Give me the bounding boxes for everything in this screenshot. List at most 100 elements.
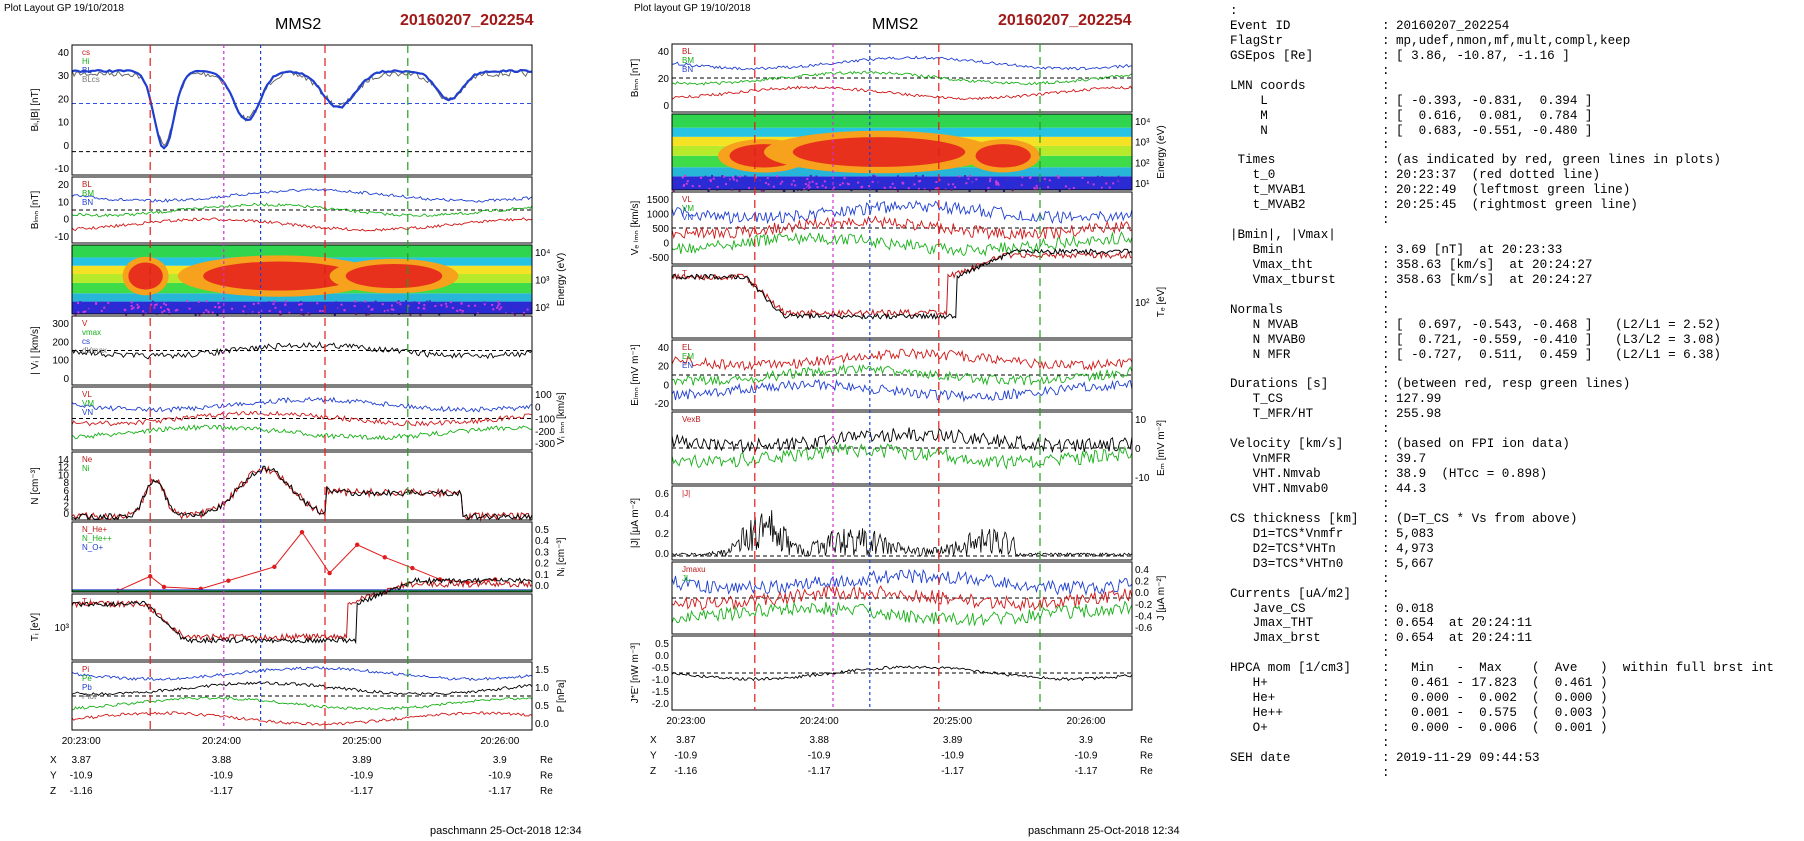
tick-label: 0.5 <box>535 525 549 536</box>
spectrogram-speck <box>86 308 89 311</box>
info-key: VHT.Nmvab <box>1230 467 1321 482</box>
spectrogram-speck <box>520 312 523 315</box>
panel-ylabel: Bₗₘₙ [nT] <box>30 191 41 230</box>
spectrogram-speck <box>153 308 156 311</box>
spectrogram-speck <box>846 177 849 180</box>
spectrogram-speck <box>943 180 946 183</box>
spectrogram-speck <box>240 307 243 310</box>
spectrogram-speck <box>955 178 958 181</box>
tick-label: -0.5 <box>652 663 670 674</box>
spectrogram-speck <box>811 177 814 180</box>
info-value: (between red, resp green lines) <box>1396 377 1631 392</box>
spectrogram-speck <box>451 306 454 309</box>
info-sep: : <box>1382 63 1390 78</box>
legend-entry: Pb <box>82 683 92 692</box>
series-line <box>71 711 533 726</box>
spectrogram-speck <box>313 308 316 311</box>
spectrogram-speck <box>288 311 291 314</box>
info-value: [ 0.721, -0.559, -0.410 ] (L3/L2 = 3.08) <box>1396 332 1721 347</box>
spectrogram-speck <box>226 302 229 305</box>
info-value: 0.654 at 20:24:11 <box>1396 616 1533 631</box>
spectrogram-speck <box>1109 180 1112 183</box>
spectrogram-speck <box>405 300 408 303</box>
info-row: M: [ 0.616, 0.081, 0.784 ] <box>1230 109 1774 124</box>
ephem-label: X <box>50 755 57 766</box>
spectrogram-speck <box>721 175 724 178</box>
spectrogram-speck <box>1101 176 1104 179</box>
spectrogram-speck <box>1029 176 1032 179</box>
info-row: Event ID:20160207_202254 <box>1230 19 1774 34</box>
info-value: [ -0.727, 0.511, 0.459 ] (L2/L1 = 6.38) <box>1396 347 1721 362</box>
tick-label: 1.0 <box>535 683 549 694</box>
spectrogram-speck <box>399 303 402 306</box>
info-row: Jave_CS:0.018 <box>1230 602 1774 617</box>
tick-label: 0.0 <box>655 651 669 662</box>
legend-entry: Pi <box>82 665 89 674</box>
spectrogram-speck <box>448 309 451 312</box>
info-value: 44.3 <box>1396 482 1427 496</box>
spectrogram-speck <box>374 300 377 303</box>
ephem-value: 3.88 <box>809 735 829 746</box>
spectrogram-speck <box>1089 182 1092 185</box>
tick-label: 10³ <box>1135 138 1150 149</box>
spectrogram-speck <box>392 308 395 311</box>
panel-ylabel: | Vᵢ | [km/s] <box>30 326 41 375</box>
spectrogram-speck <box>169 301 172 304</box>
spectrogram-speck <box>896 175 899 178</box>
tick-label: 300 <box>52 319 69 330</box>
spectrogram-speck <box>319 309 322 312</box>
info-row: He++: 0.001 - 0.575 ( 0.003 ) <box>1230 706 1774 721</box>
tick-label: 10³ <box>55 623 70 634</box>
ephem-unit: Re <box>1140 766 1153 777</box>
tick-label: 20 <box>58 180 70 191</box>
spectrogram-speck <box>513 305 516 308</box>
info-row: Jmax_THT:0.654 at 20:24:11 <box>1230 616 1774 631</box>
spectrogram-speck <box>987 187 990 190</box>
info-row: : <box>1230 138 1774 153</box>
ephem-unit: Re <box>1140 735 1153 746</box>
info-key: Currents [uA/m2] <box>1230 586 1351 601</box>
spectrogram-speck <box>216 313 219 316</box>
spectrogram-speck <box>125 313 128 316</box>
info-value: 20:25:45 (rightmost green line) <box>1396 198 1638 213</box>
spectrogram-speck <box>975 178 978 181</box>
spectrogram-speck <box>753 184 756 187</box>
spectrogram-speck <box>396 301 399 304</box>
spectrogram-speck <box>773 176 776 179</box>
spectrogram-speck <box>353 312 356 315</box>
spectrogram-speck <box>446 305 449 308</box>
info-key: : <box>1230 4 1238 18</box>
spectrogram-speck <box>160 301 163 304</box>
info-sep: : <box>1382 183 1390 198</box>
spectrogram-speck <box>725 183 728 186</box>
tick-label: -2.0 <box>652 699 670 710</box>
info-value: 0.001 - 0.575 ( 0.003 ) <box>1396 706 1608 721</box>
spectrogram-speck <box>758 179 761 182</box>
spectrogram-speck <box>365 313 368 316</box>
spectrogram-speck <box>359 301 362 304</box>
info-sep: : <box>1382 287 1390 302</box>
ephem-unit: Re <box>1140 751 1153 762</box>
info-row: Durations [s]: (between red, resp green l… <box>1230 377 1774 392</box>
spectrogram-speck <box>494 310 497 313</box>
info-row: N MVAB0: [ 0.721, -0.559, -0.410 ] (L3/L2… <box>1230 333 1774 348</box>
spectrogram-speck <box>867 187 870 190</box>
page-header: Plot Layout GP 19/10/2018 <box>4 3 124 14</box>
spectrogram-speck <box>922 185 925 188</box>
panel-ylabel: N [cm⁻³] <box>30 467 41 505</box>
spectrogram-speck <box>1003 176 1006 179</box>
spectrogram-speck <box>221 305 224 308</box>
info-sep: : <box>1382 541 1390 556</box>
spectrogram-speck <box>677 181 680 184</box>
spectrogram-speck <box>808 186 811 189</box>
panel-frame <box>671 635 1133 711</box>
tick-label: 500 <box>652 224 669 235</box>
info-row: Currents [uA/m2]: <box>1230 587 1774 602</box>
info-sep: : <box>1382 317 1390 332</box>
series-line <box>71 68 533 150</box>
legend-entry: VL <box>682 195 692 204</box>
spectrogram-speck <box>88 308 91 311</box>
tick-label: 100 <box>535 390 552 401</box>
legend-entry: V <box>82 319 88 328</box>
series-line <box>671 665 1133 682</box>
